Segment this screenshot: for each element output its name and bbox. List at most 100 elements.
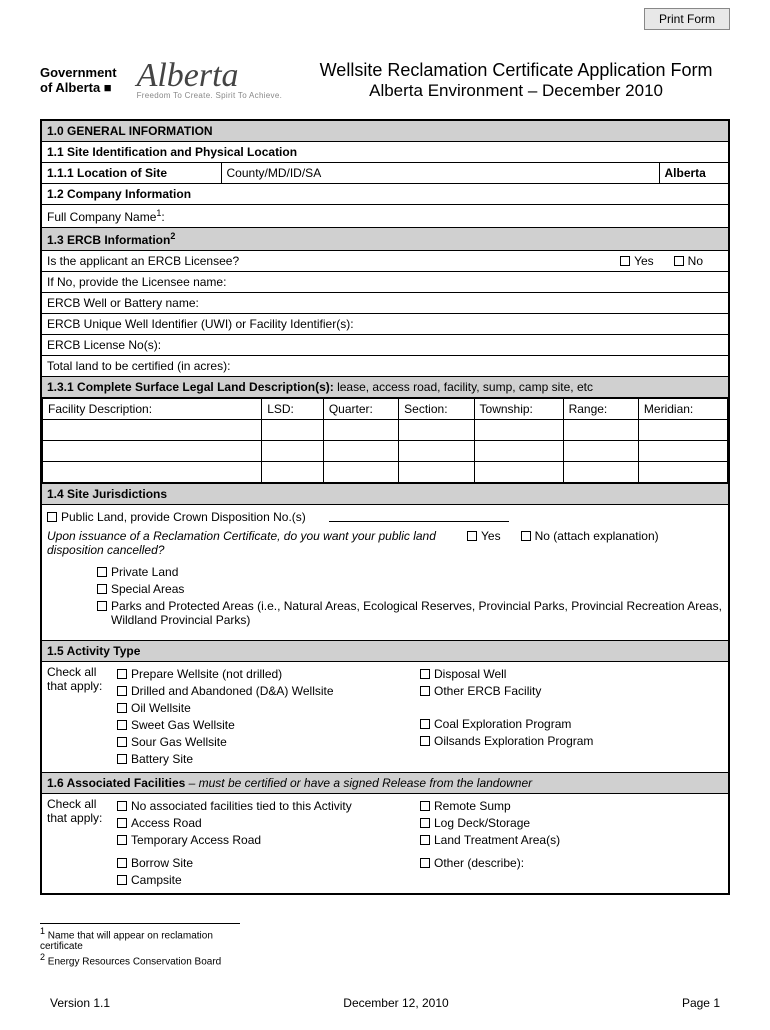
associated-checkbox[interactable]: Campsite (117, 873, 182, 887)
col-meridian: Meridian: (638, 399, 727, 420)
associated-checkbox[interactable]: Other (describe): (420, 856, 524, 870)
tagline: Freedom To Create. Spirit To Achieve. (137, 91, 283, 100)
checkbox-icon (97, 584, 107, 594)
table-row[interactable] (43, 462, 728, 483)
licensee-yes[interactable]: Yes (620, 254, 654, 268)
activity-checkbox[interactable]: Battery Site (117, 752, 193, 766)
associated-checkbox[interactable]: Access Road (117, 816, 202, 830)
checkbox-icon (117, 801, 127, 811)
checkbox-icon (117, 669, 127, 679)
col-township: Township: (474, 399, 563, 420)
section-1.4: 1.4 Site Jurisdictions (41, 484, 729, 505)
section-1-head: 1.0 GENERAL INFORMATION (41, 120, 729, 142)
activity-checkbox[interactable]: Other ERCB Facility (420, 684, 541, 698)
col-quarter: Quarter: (323, 399, 398, 420)
form-table: 1.0 GENERAL INFORMATION 1.1 Site Identif… (40, 119, 730, 895)
checkbox-icon (97, 567, 107, 577)
form-title-2: Alberta Environment – December 2010 (302, 81, 730, 101)
form-header: Government of Alberta ■ Alberta Freedom … (40, 60, 730, 101)
public-land-checkbox[interactable]: Public Land, provide Crown Disposition N… (47, 510, 306, 524)
associated-cell: Check all that apply: No associated faci… (41, 794, 729, 895)
location-label: 1.1.1 Location of Site (41, 163, 221, 184)
footer-date: December 12, 2010 (343, 996, 448, 1010)
activity-checkbox[interactable]: Coal Exploration Program (420, 717, 571, 731)
county-label: County/MD/ID/SA (221, 163, 659, 184)
checkbox-icon (420, 835, 430, 845)
checkbox-icon (117, 686, 127, 696)
cancel-no[interactable]: No (attach explanation) (521, 529, 659, 543)
checkbox-icon (97, 601, 107, 611)
print-form-button[interactable]: Print Form (644, 8, 730, 30)
alberta-logo: Alberta (137, 61, 283, 92)
activity-checkbox[interactable]: Sour Gas Wellsite (117, 735, 227, 749)
activity-cell: Check all that apply: Prepare Wellsite (… (41, 662, 729, 773)
page-footer: Version 1.1 December 12, 2010 Page 1 (40, 996, 730, 1010)
gov-label-1: Government (40, 66, 117, 80)
checkbox-icon (420, 858, 430, 868)
col-facility: Facility Description: (43, 399, 262, 420)
province-label: Alberta (659, 163, 729, 184)
licensee-question-row: Is the applicant an ERCB Licensee? Yes N… (41, 251, 729, 272)
private-land-checkbox[interactable]: Private Land (97, 565, 178, 579)
col-lsd: LSD: (262, 399, 324, 420)
licensee-name-field[interactable]: If No, provide the Licensee name: (41, 272, 729, 293)
checkbox-icon (521, 531, 531, 541)
activity-checkbox[interactable]: Drilled and Abandoned (D&A) Wellsite (117, 684, 334, 698)
section-1.2: 1.2 Company Information (41, 184, 729, 205)
checkbox-icon (117, 703, 127, 713)
checkbox-icon (117, 818, 127, 828)
col-section: Section: (399, 399, 474, 420)
licensee-question: Is the applicant an ERCB Licensee? (47, 254, 620, 268)
activity-checkbox[interactable]: Oilsands Exploration Program (420, 734, 593, 748)
associated-checkbox[interactable]: No associated facilities tied to this Ac… (117, 799, 352, 813)
special-areas-checkbox[interactable]: Special Areas (97, 582, 184, 596)
section-1.3: 1.3 ERCB Information2 (41, 228, 729, 251)
uwi-field[interactable]: ERCB Unique Well Identifier (UWI) or Fac… (41, 314, 729, 335)
checkbox-icon (420, 818, 430, 828)
checkbox-icon (117, 858, 127, 868)
section-1.6: 1.6 Associated Facilities – must be cert… (41, 773, 729, 794)
checkbox-icon (47, 512, 57, 522)
table-row[interactable] (43, 441, 728, 462)
checkbox-icon (420, 801, 430, 811)
checkbox-icon (117, 720, 127, 730)
checkbox-icon (117, 875, 127, 885)
activity-checkbox[interactable]: Oil Wellsite (117, 701, 191, 715)
activity-checkbox[interactable]: Prepare Wellsite (not drilled) (117, 667, 282, 681)
section-1.3.1: 1.3.1 Complete Surface Legal Land Descri… (41, 377, 729, 398)
table-row[interactable] (43, 420, 728, 441)
associated-checkbox[interactable]: Log Deck/Storage (420, 816, 530, 830)
form-title-1: Wellsite Reclamation Certificate Applica… (302, 60, 730, 81)
company-name-field[interactable]: Full Company Name1: (41, 205, 729, 228)
checkbox-icon (420, 719, 430, 729)
license-no-field[interactable]: ERCB License No(s): (41, 335, 729, 356)
checkbox-icon (674, 256, 684, 266)
check-all-label: Check all that apply: (47, 797, 117, 890)
section-1.1: 1.1 Site Identification and Physical Loc… (41, 142, 729, 163)
associated-checkbox[interactable]: Temporary Access Road (117, 833, 261, 847)
associated-checkbox[interactable]: Land Treatment Area(s) (420, 833, 560, 847)
check-all-label: Check all that apply: (47, 665, 117, 769)
checkbox-icon (420, 669, 430, 679)
cancel-question: Upon issuance of a Reclamation Certifica… (47, 529, 467, 557)
checkbox-icon (420, 736, 430, 746)
licensee-no[interactable]: No (674, 254, 703, 268)
checkbox-icon (117, 754, 127, 764)
col-range: Range: (563, 399, 638, 420)
checkbox-icon (117, 737, 127, 747)
checkbox-icon (420, 686, 430, 696)
associated-checkbox[interactable]: Borrow Site (117, 856, 193, 870)
associated-checkbox[interactable]: Remote Sump (420, 799, 511, 813)
footnotes: 1 Name that will appear on reclamation c… (40, 923, 240, 968)
activity-checkbox[interactable]: Disposal Well (420, 667, 506, 681)
activity-checkbox[interactable]: Sweet Gas Wellsite (117, 718, 235, 732)
checkbox-icon (117, 835, 127, 845)
well-name-field[interactable]: ERCB Well or Battery name: (41, 293, 729, 314)
disposition-no-field[interactable] (329, 521, 509, 522)
land-acres-field[interactable]: Total land to be certified (in acres): (41, 356, 729, 377)
cancel-yes[interactable]: Yes (467, 529, 501, 543)
checkbox-icon (467, 531, 477, 541)
footer-version: Version 1.1 (50, 996, 110, 1010)
parks-checkbox-label[interactable]: Parks and Protected Areas (i.e., Natural… (111, 599, 723, 627)
jurisdictions-cell: Public Land, provide Crown Disposition N… (41, 505, 729, 641)
